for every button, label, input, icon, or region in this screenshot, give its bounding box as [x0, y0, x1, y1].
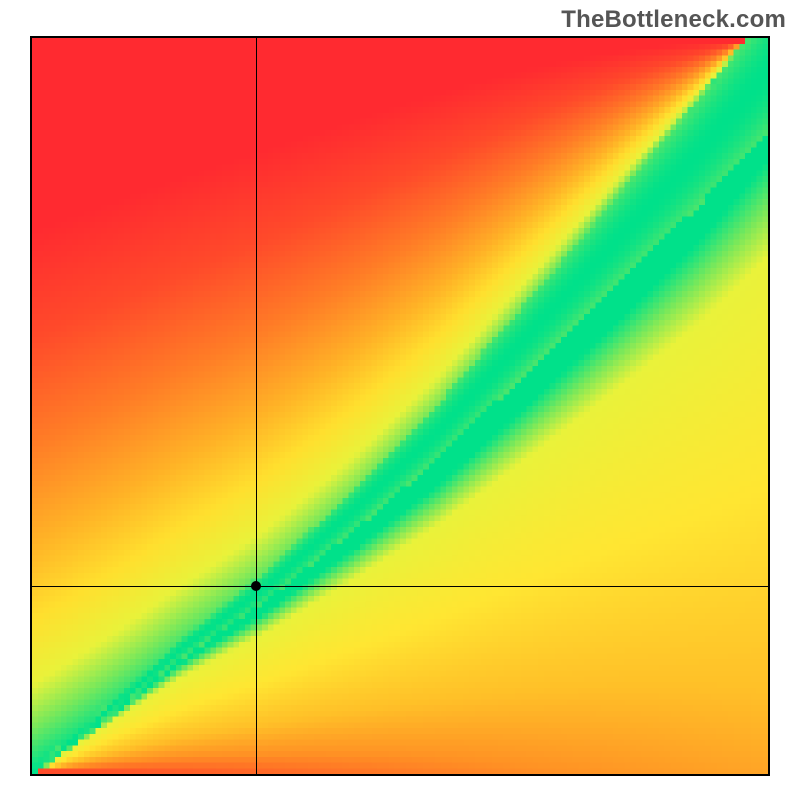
heatmap-canvas [32, 38, 768, 774]
watermark-text: TheBottleneck.com [561, 6, 786, 34]
chart-container: TheBottleneck.com [0, 0, 800, 800]
heatmap-frame [30, 36, 770, 776]
